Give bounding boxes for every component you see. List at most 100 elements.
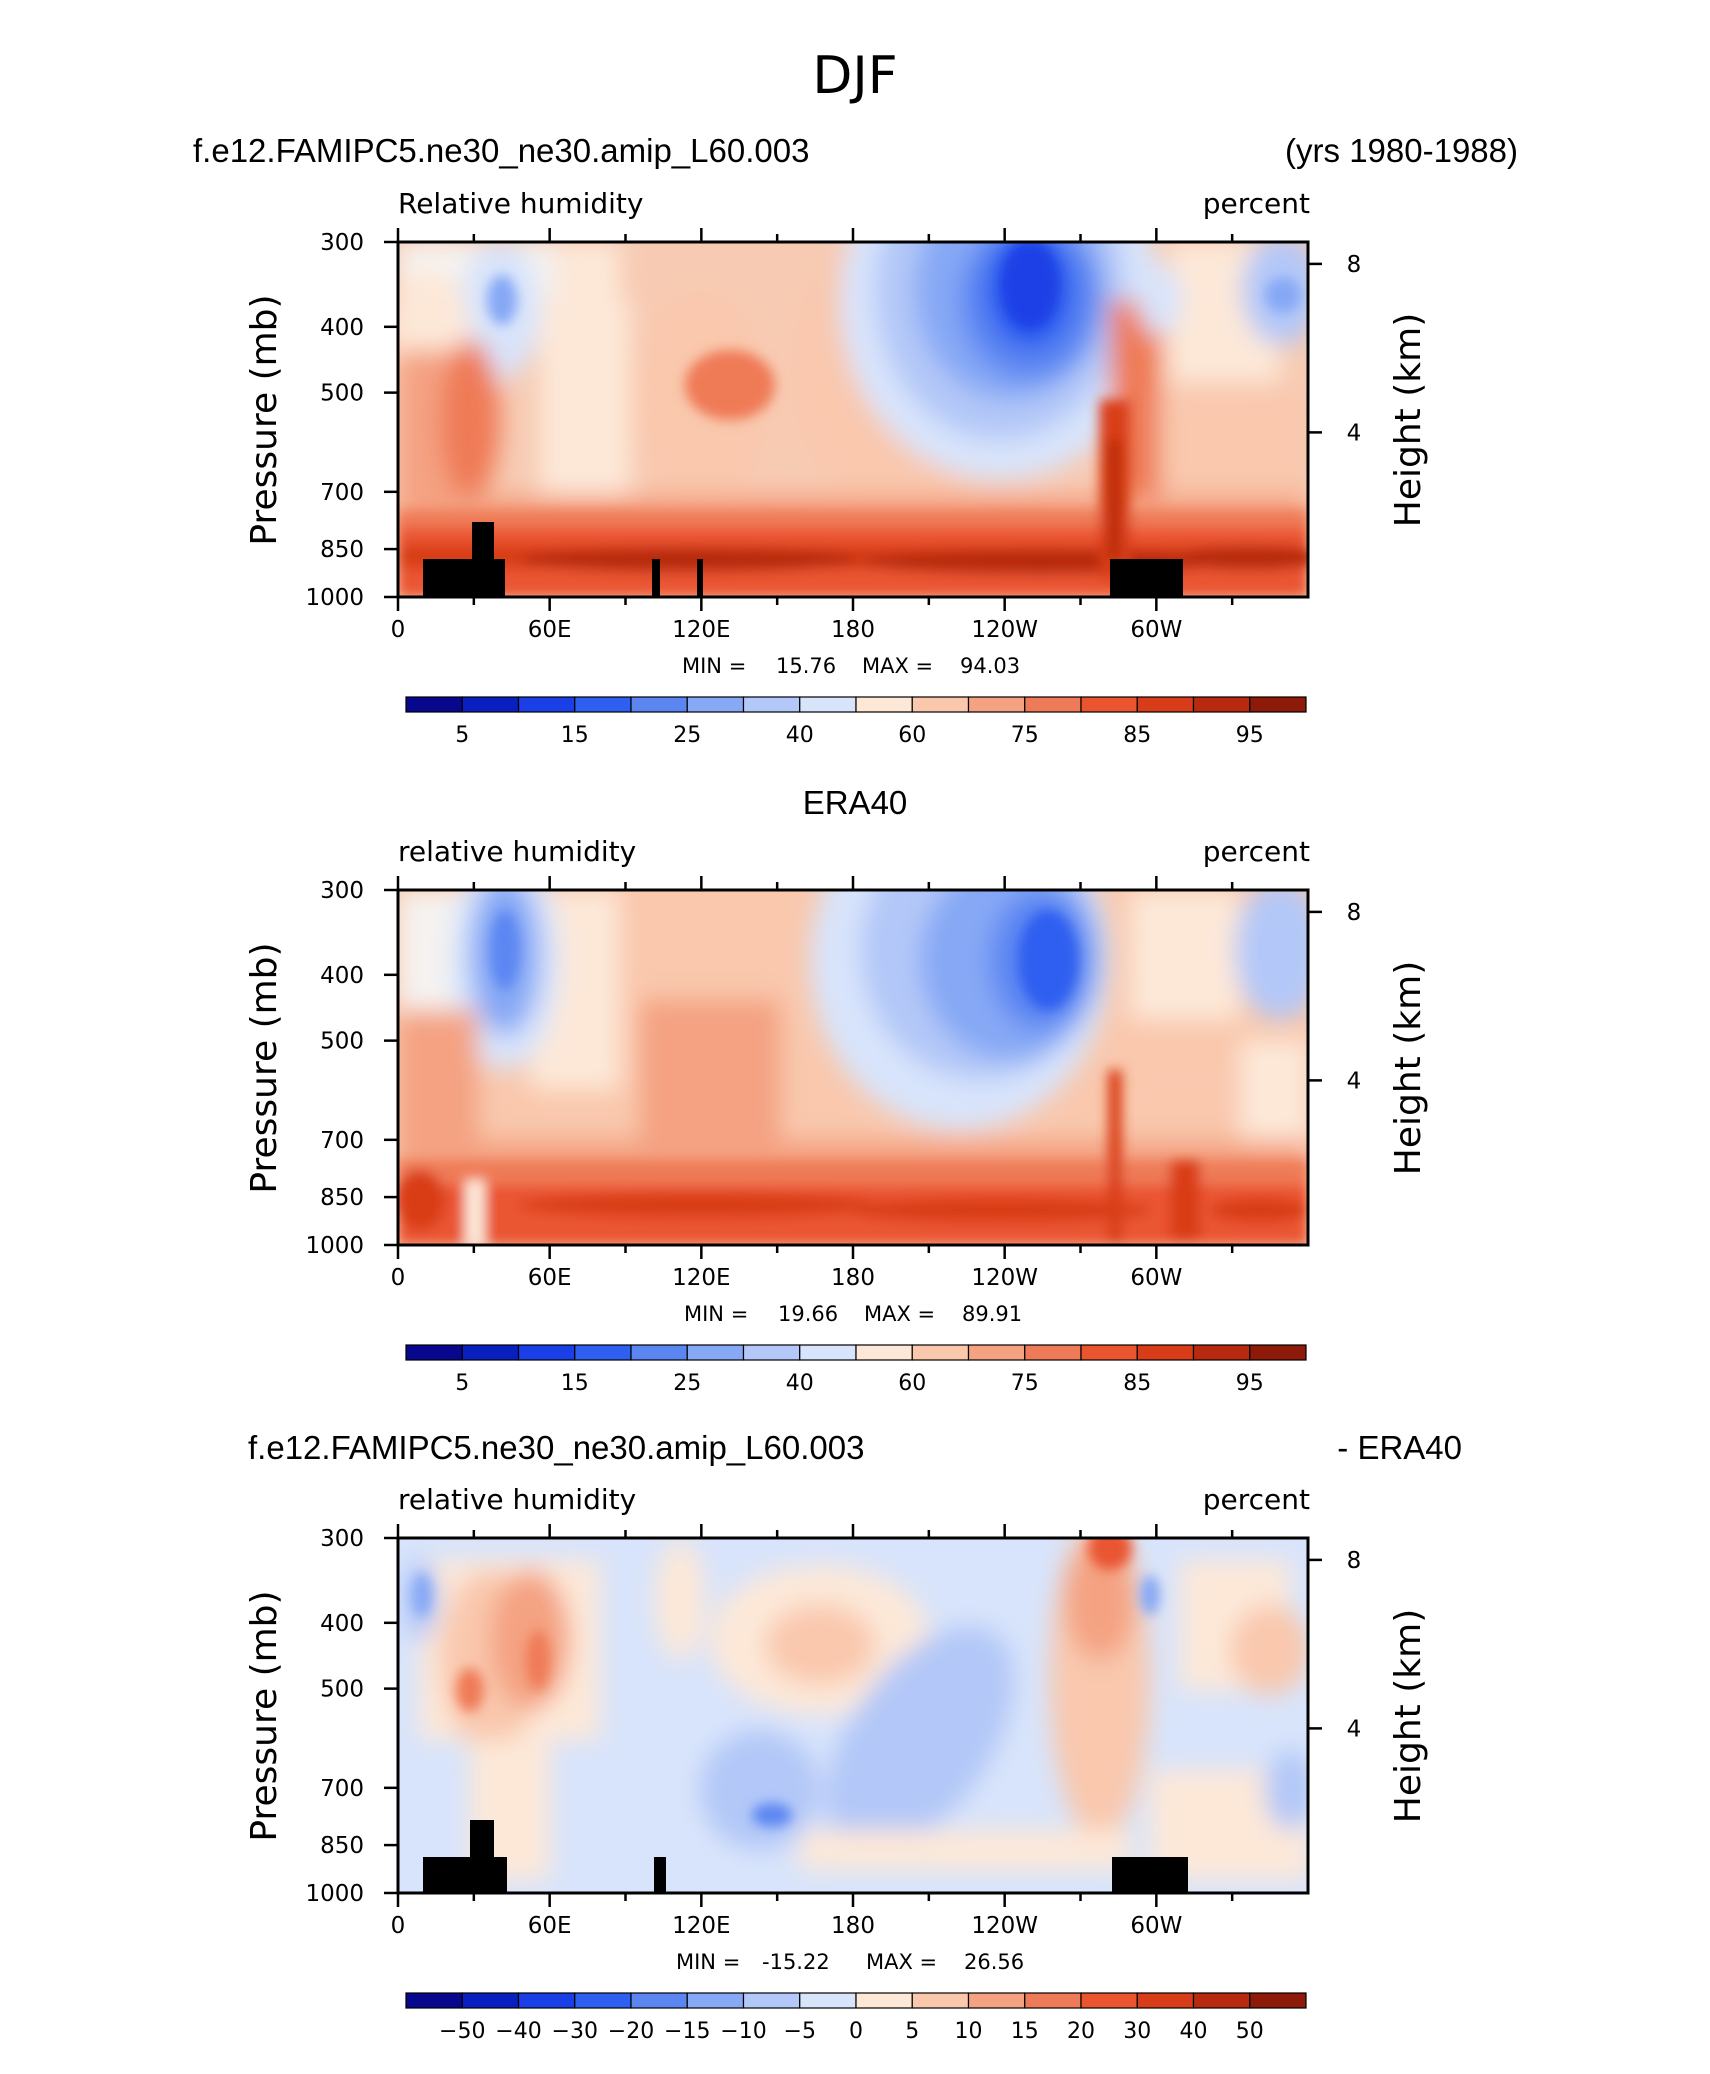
right-y-tick-label: 8 <box>1347 252 1362 278</box>
x-tick-label: 0 <box>391 617 406 643</box>
y-tick-label: 700 <box>320 1128 364 1154</box>
y-tick-label: 300 <box>320 878 364 904</box>
y-tick-label: 850 <box>320 537 364 563</box>
colorbar-tick-label: −5 <box>784 2019 816 2044</box>
y-tick-label: 700 <box>320 480 364 506</box>
colorbar-swatch <box>967 1344 1026 1361</box>
panel-1-max-value: 94.03 <box>960 654 1020 678</box>
panel-2-min-label: MIN = <box>684 1302 748 1326</box>
panel-3-colorbar: −50 −40 −30 −20 −15 −10 −5 0 5 10 15 20 30 40 50 <box>405 1992 1307 2044</box>
panel-3-heatmap-field <box>398 1538 1308 1893</box>
colorbar-swatch <box>686 1992 745 2009</box>
x-tick-label: 180 <box>831 1913 875 1939</box>
colorbar-tick-label: 60 <box>898 1371 926 1396</box>
colorbar-swatch <box>1249 696 1307 713</box>
colorbar-swatch <box>1080 696 1138 713</box>
x-tick-label: 0 <box>391 1913 406 1939</box>
colorbar-swatch <box>1192 1344 1251 1361</box>
colorbar-swatch <box>1080 1992 1138 2009</box>
colorbar-swatch <box>461 1344 520 1361</box>
y-tick-label: 1000 <box>305 1881 364 1907</box>
panel-2-max-value: 89.91 <box>962 1302 1022 1326</box>
panel-1-colorbar: 5 15 25 40 60 75 85 95 <box>405 696 1307 748</box>
colorbar-swatch <box>1024 696 1082 713</box>
colorbar-tick-label: 40 <box>1180 2019 1208 2044</box>
panel-2-heatmap-field <box>398 890 1308 1245</box>
right-y-tick-label: 8 <box>1347 1548 1362 1574</box>
panel-1-left-header: f.e12.FAMIPC5.ne30_ne30.amip_L60.003 <box>193 132 809 169</box>
colorbar-swatch <box>1136 1344 1195 1361</box>
panel-3-max-label: MAX = <box>866 1950 937 1974</box>
y-tick-label: 500 <box>320 1029 364 1055</box>
panel-1-max-label: MAX = <box>862 654 933 678</box>
colorbar-tick-label: 95 <box>1236 723 1264 748</box>
panel-1-min-value: 15.76 <box>776 654 836 678</box>
x-tick-label: 60W <box>1130 1913 1182 1939</box>
colorbar-tick-label: 85 <box>1123 1371 1151 1396</box>
colorbar-tick-label: 75 <box>1011 1371 1039 1396</box>
panel-2-units-label: percent <box>1203 835 1310 868</box>
colorbar-swatch <box>574 1992 632 2009</box>
colorbar-swatch <box>742 1992 801 2009</box>
panel-1-heatmap-field <box>398 242 1308 597</box>
panel-1-y-axis-title: Pressure (mb) <box>244 294 285 545</box>
colorbar-swatch <box>1192 696 1251 713</box>
colorbar-swatch <box>1249 1992 1307 2009</box>
colorbar-swatch <box>405 1344 463 1361</box>
y-tick-label: 300 <box>320 1526 364 1552</box>
panel-2-min-value: 19.66 <box>778 1302 838 1326</box>
colorbar-tick-label: 15 <box>561 1371 589 1396</box>
colorbar-tick-label: 0 <box>849 2019 863 2044</box>
panel-3-y-axis-title: Pressure (mb) <box>244 1590 285 1841</box>
x-tick-label: 60W <box>1130 1265 1182 1291</box>
right-y-tick-label: 4 <box>1347 1068 1362 1094</box>
panel-1-units-label: percent <box>1203 187 1310 220</box>
colorbar-swatch <box>517 1344 576 1361</box>
panel-2-colorbar: 5 15 25 40 60 75 85 95 <box>405 1344 1307 1396</box>
y-tick-label: 500 <box>320 1677 364 1703</box>
y-tick-label: 400 <box>320 1611 364 1637</box>
colorbar-swatch <box>1136 1992 1195 2009</box>
y-tick-label: 700 <box>320 1776 364 1802</box>
colorbar-swatch <box>799 1344 857 1361</box>
panel-3-left-header: f.e12.FAMIPC5.ne30_ne30.amip_L60.003 <box>248 1429 864 1466</box>
panel-3-min-value: -15.22 <box>762 1950 830 1974</box>
colorbar-tick-label: 40 <box>786 723 814 748</box>
colorbar-swatch <box>517 1992 576 2009</box>
colorbar-swatch <box>1192 1992 1251 2009</box>
colorbar-swatch <box>686 696 745 713</box>
colorbar-swatch <box>1136 696 1195 713</box>
colorbar-swatch <box>461 1992 520 2009</box>
colorbar-tick-label: 30 <box>1123 2019 1151 2044</box>
panel-1-min-label: MIN = <box>682 654 746 678</box>
y-tick-label: 850 <box>320 1185 364 1211</box>
colorbar-swatch <box>967 696 1026 713</box>
x-tick-label: 60E <box>528 617 572 643</box>
colorbar-swatch <box>1249 1344 1307 1361</box>
colorbar-swatch <box>574 696 632 713</box>
x-tick-label: 120W <box>971 1265 1038 1291</box>
panel-3-units-label: percent <box>1203 1483 1310 1516</box>
panel-1-right-axis-title: Height (km) <box>1388 313 1429 527</box>
colorbar-swatch <box>517 696 576 713</box>
x-tick-label: 180 <box>831 617 875 643</box>
panel-3-variable-label: relative humidity <box>398 1483 636 1516</box>
page-title: DJF <box>812 46 897 106</box>
colorbar-swatch <box>574 1344 632 1361</box>
colorbar-tick-label: −30 <box>552 2019 598 2044</box>
panel-3-max-value: 26.56 <box>964 1950 1024 1974</box>
colorbar-tick-label: −50 <box>439 2019 485 2044</box>
colorbar-swatch <box>742 1344 801 1361</box>
y-tick-label: 400 <box>320 315 364 341</box>
colorbar-swatch <box>911 1992 970 2009</box>
right-y-tick-label: 4 <box>1347 420 1362 446</box>
colorbar-swatch <box>967 1992 1026 2009</box>
y-tick-label: 1000 <box>305 585 364 611</box>
panel-2-max-label: MAX = <box>864 1302 935 1326</box>
colorbar-tick-label: 25 <box>673 723 701 748</box>
panel-2-center-header: ERA40 <box>803 784 908 821</box>
colorbar-tick-label: 75 <box>1011 723 1039 748</box>
colorbar-tick-label: 25 <box>673 1371 701 1396</box>
colorbar-tick-label: 15 <box>561 723 589 748</box>
